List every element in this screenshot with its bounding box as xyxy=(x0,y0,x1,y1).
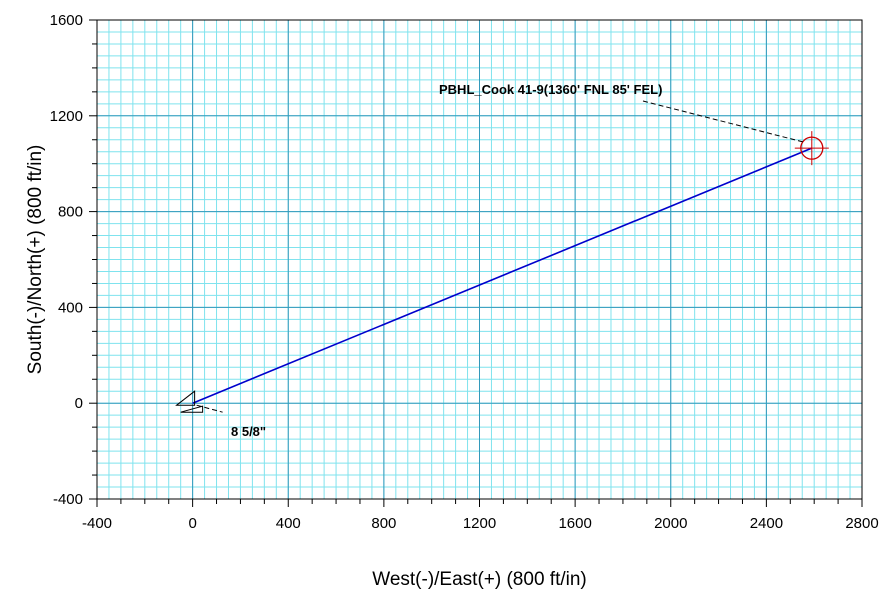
x-tick-label: 2800 xyxy=(845,515,878,532)
x-tick-label: -400 xyxy=(82,515,112,532)
well-path-line xyxy=(192,147,813,404)
axis-ticks xyxy=(89,19,863,507)
casing-marker-upper xyxy=(175,390,196,406)
casing-label: 8 5/8" xyxy=(231,424,266,439)
pbhl-leader-line xyxy=(642,100,804,143)
x-axis-title: West(-)/East(+) (800 ft/in) xyxy=(372,569,587,590)
markers xyxy=(175,131,829,413)
x-tick-label: 400 xyxy=(276,515,301,532)
y-tick-label: -400 xyxy=(53,491,83,508)
series-layer xyxy=(192,147,813,404)
x-tick-labels: -400 0 400 800 1200 1600 2000 2400 2800 xyxy=(82,515,879,532)
x-tick-label: 1200 xyxy=(463,515,496,532)
x-tick-label: 2000 xyxy=(654,515,687,532)
casing-marker-lower xyxy=(180,405,204,413)
y-tick-label: 800 xyxy=(58,204,83,221)
x-tick-label: 1600 xyxy=(558,515,591,532)
casing-leader-line xyxy=(196,404,223,413)
x-tick-label: 0 xyxy=(188,515,196,532)
pbhl-label: PBHL_Cook 41-9(1360' FNL 85' FEL) xyxy=(439,82,662,97)
y-tick-label: 0 xyxy=(75,395,83,412)
y-tick-labels: -400 0 400 800 1200 1600 xyxy=(50,12,83,508)
y-tick-label: 1200 xyxy=(50,108,83,125)
annotations-layer: PBHL_Cook 41-9(1360' FNL 85' FEL) 8 5/8" xyxy=(196,82,804,439)
y-tick-label: 1600 xyxy=(50,12,83,29)
y-tick-label: 400 xyxy=(58,299,83,316)
x-tick-label: 800 xyxy=(371,515,396,532)
x-tick-label: 2400 xyxy=(750,515,783,532)
y-axis-title: South(-)/North(+) (800 ft/in) xyxy=(25,145,46,375)
